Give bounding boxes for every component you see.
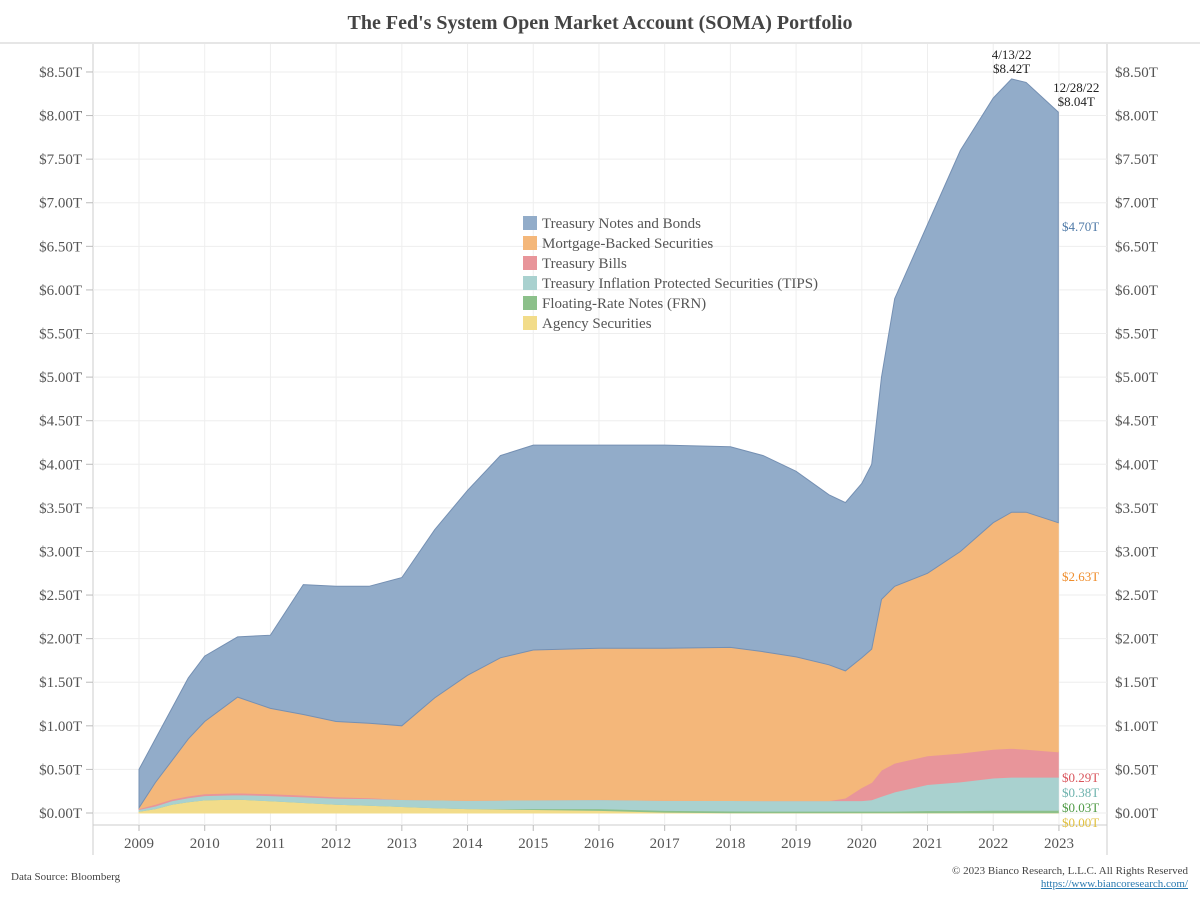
copyright: © 2023 Bianco Research, L.L.C. All Right… bbox=[952, 865, 1188, 877]
y-tick-label-left: $6.00T bbox=[39, 283, 82, 299]
y-tick-label-right: $7.50T bbox=[1115, 152, 1158, 168]
x-tick-label: 2011 bbox=[256, 836, 285, 852]
y-tick-label-right: $3.50T bbox=[1115, 501, 1158, 517]
legend-label: Treasury Bills bbox=[542, 256, 627, 272]
y-tick-label-right: $0.00T bbox=[1115, 806, 1158, 822]
y-tick-label-right: $3.00T bbox=[1115, 544, 1158, 560]
y-tick-label-right: $0.50T bbox=[1115, 762, 1158, 778]
legend-swatch bbox=[523, 276, 537, 290]
annotation-date: 12/28/22 bbox=[1053, 80, 1099, 95]
y-tick-label-right: $2.50T bbox=[1115, 588, 1158, 604]
chart-title: The Fed's System Open Market Account (SO… bbox=[347, 12, 853, 34]
end-label: $0.38T bbox=[1062, 785, 1099, 800]
end-label: $4.70T bbox=[1062, 219, 1099, 234]
legend-swatch bbox=[523, 216, 537, 230]
end-label: $0.00T bbox=[1062, 815, 1099, 830]
x-tick-label: 2016 bbox=[584, 836, 615, 852]
y-tick-label-left: $5.50T bbox=[39, 327, 82, 343]
y-tick-label-left: $0.00T bbox=[39, 806, 82, 822]
x-tick-label: 2023 bbox=[1044, 836, 1074, 852]
y-tick-label-left: $0.50T bbox=[39, 762, 82, 778]
legend-swatch bbox=[523, 236, 537, 250]
y-tick-label-right: $2.00T bbox=[1115, 632, 1158, 648]
legend-swatch bbox=[523, 296, 537, 310]
legend-label: Floating-Rate Notes (FRN) bbox=[542, 296, 706, 312]
y-tick-label-right: $5.50T bbox=[1115, 327, 1158, 343]
x-tick-label: 2013 bbox=[387, 836, 417, 852]
y-tick-label-left: $8.50T bbox=[39, 65, 82, 81]
y-tick-label-left: $2.50T bbox=[39, 588, 82, 604]
y-tick-label-right: $1.50T bbox=[1115, 675, 1158, 691]
end-label: $2.63T bbox=[1062, 569, 1099, 584]
data-source: Data Source: Bloomberg bbox=[11, 871, 121, 883]
x-tick-label: 2020 bbox=[847, 836, 877, 852]
y-tick-label-left: $4.50T bbox=[39, 414, 82, 430]
y-tick-label-left: $7.50T bbox=[39, 152, 82, 168]
legend-label: Treasury Inflation Protected Securities … bbox=[542, 276, 818, 292]
end-label: $0.03T bbox=[1062, 800, 1099, 815]
y-tick-label-left: $7.00T bbox=[39, 196, 82, 212]
annotation-date: 4/13/22 bbox=[992, 47, 1032, 62]
y-tick-label-left: $2.00T bbox=[39, 632, 82, 648]
y-tick-label-right: $7.00T bbox=[1115, 196, 1158, 212]
legend-label: Agency Securities bbox=[542, 316, 652, 332]
y-tick-label-left: $1.50T bbox=[39, 675, 82, 691]
x-tick-label: 2022 bbox=[978, 836, 1008, 852]
y-tick-label-left: $3.50T bbox=[39, 501, 82, 517]
y-tick-label-left: $8.00T bbox=[39, 109, 82, 125]
annotation-value: $8.04T bbox=[1058, 94, 1095, 109]
x-tick-label: 2015 bbox=[518, 836, 548, 852]
x-tick-label: 2014 bbox=[453, 836, 484, 852]
y-tick-label-right: $8.50T bbox=[1115, 65, 1158, 81]
x-tick-label: 2010 bbox=[190, 836, 220, 852]
y-tick-label-right: $6.00T bbox=[1115, 283, 1158, 299]
y-tick-label-left: $6.50T bbox=[39, 239, 82, 255]
x-tick-label: 2021 bbox=[913, 836, 943, 852]
area-treasury-notes-and-bonds bbox=[138, 78, 1059, 810]
x-tick-label: 2017 bbox=[650, 836, 681, 852]
x-tick-label: 2019 bbox=[781, 836, 811, 852]
y-tick-label-right: $6.50T bbox=[1115, 239, 1158, 255]
end-label: $0.29T bbox=[1062, 770, 1099, 785]
y-tick-label-left: $5.00T bbox=[39, 370, 82, 386]
y-tick-label-right: $4.00T bbox=[1115, 457, 1158, 473]
x-tick-label: 2009 bbox=[124, 836, 154, 852]
y-tick-label-right: $4.50T bbox=[1115, 414, 1158, 430]
legend-swatch bbox=[523, 316, 537, 330]
y-tick-label-left: $1.00T bbox=[39, 719, 82, 735]
x-tick-label: 2018 bbox=[715, 836, 745, 852]
y-tick-label-left: $4.00T bbox=[39, 457, 82, 473]
x-tick-label: 2012 bbox=[321, 836, 351, 852]
annotation-value: $8.42T bbox=[993, 61, 1030, 76]
y-tick-label-right: $1.00T bbox=[1115, 719, 1158, 735]
website-link[interactable]: https://www.biancoresearch.com/ bbox=[1040, 878, 1188, 890]
legend-swatch bbox=[523, 256, 537, 270]
y-tick-label-right: $5.00T bbox=[1115, 370, 1158, 386]
legend-label: Treasury Notes and Bonds bbox=[542, 216, 701, 232]
y-tick-label-left: $3.00T bbox=[39, 544, 82, 560]
y-tick-label-right: $8.00T bbox=[1115, 109, 1158, 125]
legend-label: Mortgage-Backed Securities bbox=[542, 236, 713, 252]
